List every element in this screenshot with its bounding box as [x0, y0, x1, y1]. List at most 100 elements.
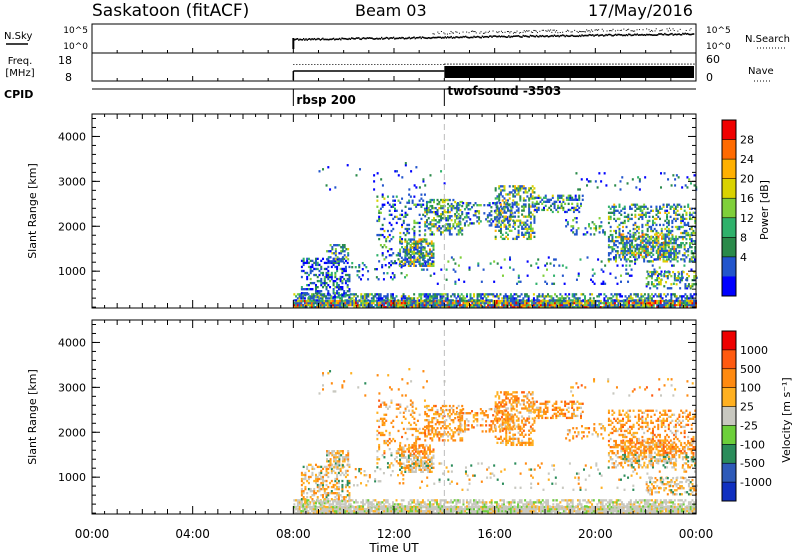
power-cell — [390, 205, 393, 208]
power-cell — [614, 235, 617, 239]
power-cell — [637, 213, 640, 217]
power-cell — [646, 253, 649, 256]
power-cell — [629, 299, 632, 303]
power-cell — [626, 305, 629, 309]
power-cell — [667, 246, 670, 249]
nsky-point — [581, 34, 583, 36]
freq-dot — [495, 63, 497, 65]
power-cell — [629, 255, 632, 259]
power-cell — [420, 293, 423, 296]
power-cell — [367, 270, 370, 273]
power-cell — [365, 299, 368, 303]
power-cell — [323, 305, 326, 309]
power-cell — [391, 295, 394, 298]
nave-label: Nave — [748, 66, 774, 77]
nsearch-point — [473, 31, 475, 33]
power-cell — [494, 187, 497, 190]
nsky-point — [584, 34, 587, 37]
power-cell — [537, 206, 540, 210]
power-cell — [348, 277, 351, 281]
power-cell — [332, 301, 335, 305]
power-cell — [509, 206, 512, 209]
velocity-cell — [340, 507, 343, 511]
power-cell — [411, 262, 414, 265]
power-cell — [643, 245, 646, 248]
power-cell — [685, 213, 688, 217]
power-cell — [634, 223, 637, 227]
power-cell — [362, 303, 365, 307]
power-cell — [446, 297, 449, 300]
power-cell — [425, 202, 428, 206]
power-cell — [581, 198, 584, 201]
power-cell — [462, 295, 465, 298]
power-cell — [691, 301, 694, 305]
power-cell — [499, 301, 502, 305]
nsky-point — [334, 38, 336, 41]
power-cell — [422, 256, 425, 259]
nsearch-point — [462, 31, 464, 33]
nsky-point — [372, 38, 374, 40]
power-cell — [558, 194, 561, 197]
power-cell — [434, 293, 437, 296]
power-cell — [305, 299, 308, 303]
power-cell — [545, 303, 548, 307]
power-cell — [316, 267, 319, 271]
power-cell — [406, 248, 409, 251]
power-cell — [343, 277, 346, 281]
power-cell — [672, 270, 675, 274]
power-cell — [664, 270, 667, 273]
nsky-point — [308, 38, 311, 40]
power-cell — [631, 303, 634, 307]
power-cell — [661, 235, 664, 238]
power-cell — [694, 225, 697, 229]
power-cell — [498, 193, 501, 196]
power-cell — [546, 262, 549, 265]
power-cell — [526, 195, 529, 198]
power-cell — [457, 231, 460, 234]
power-cell — [323, 295, 326, 298]
power-cell — [444, 305, 447, 309]
power-cell — [557, 206, 560, 210]
power-cell — [465, 220, 468, 223]
nsky-point — [460, 36, 462, 38]
power-cell — [434, 297, 437, 300]
power-cell — [522, 215, 525, 218]
power-cell — [689, 301, 692, 305]
power-cell — [420, 299, 423, 302]
power-cell — [645, 233, 648, 236]
power-cell — [499, 202, 502, 205]
nsky-point — [374, 37, 377, 40]
power-cell — [668, 299, 671, 302]
power-cell — [614, 231, 617, 235]
power-cell — [424, 208, 427, 212]
power-cell — [515, 209, 518, 212]
power-cell — [436, 295, 439, 298]
power-cell — [344, 267, 347, 271]
power-cell — [687, 297, 690, 300]
power-cell — [455, 233, 458, 236]
power-cell — [575, 303, 578, 307]
power-cell — [660, 207, 663, 210]
power-cell — [309, 277, 312, 281]
power-cell — [512, 189, 515, 192]
power-cell — [465, 212, 468, 215]
power-cell — [513, 297, 516, 300]
power-cell — [610, 293, 613, 296]
power-cell — [666, 301, 669, 305]
velocity-cell — [367, 509, 370, 513]
velocity-cell — [335, 509, 338, 513]
power-cell — [334, 250, 337, 253]
power-cell — [532, 299, 535, 302]
power-cell — [685, 250, 688, 253]
power-cell — [427, 211, 430, 214]
power-cell — [605, 295, 608, 298]
power-cell — [587, 301, 590, 305]
power-cell — [452, 206, 455, 210]
power-cell — [607, 239, 610, 243]
power-cell — [657, 305, 660, 309]
power-cell — [683, 252, 686, 255]
nsky-point — [522, 34, 524, 37]
power-cell — [544, 194, 547, 197]
nsky-point — [674, 33, 677, 36]
power-cell — [434, 295, 437, 298]
